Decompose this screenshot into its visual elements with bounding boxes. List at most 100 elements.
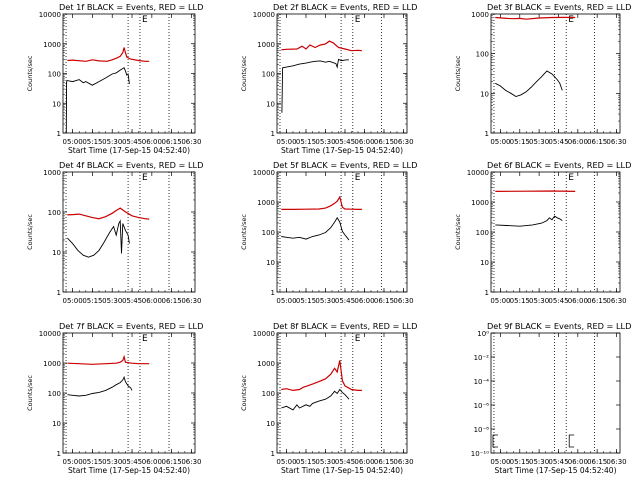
- panel-title: Det 9f BLACK = Events, RED = LLD: [487, 321, 631, 331]
- panel-det-8: Det 8f BLACK = Events, RED = LLD 1 10 100 10…: [240, 321, 417, 475]
- series-lld: [495, 16, 576, 20]
- series-events: [495, 70, 563, 97]
- x-tick-label: 05:45: [122, 458, 142, 466]
- y-tick-label: 1000: [471, 11, 489, 19]
- x-tick-label: 05:15: [82, 297, 102, 305]
- x-tick-label: 06:15: [374, 138, 394, 146]
- plot-frame: [62, 171, 196, 293]
- x-tick-label: 06:00: [568, 458, 588, 466]
- series-events: [281, 58, 349, 113]
- top-marker: E: [142, 173, 148, 183]
- y-tick-label: 1000: [43, 169, 61, 177]
- y-tick-label: 10000: [39, 330, 61, 338]
- y-tick-label: 10: [266, 420, 275, 428]
- x-axis-label: Start Time (17-Sep-15 04:52:40): [495, 466, 617, 475]
- y-tick-label: 10: [52, 100, 61, 108]
- panel-det-7: Det 7f BLACK = Events, RED = LLD 1 10 100 10…: [26, 321, 203, 475]
- y-axis-label: Counts/sec: [454, 55, 462, 91]
- x-tick-label: 05:00: [490, 458, 510, 466]
- x-tick-label: 06:30: [606, 297, 626, 305]
- x-tick-label: 06:15: [162, 458, 182, 466]
- y-axis-label: Counts/sec: [240, 375, 248, 411]
- plot-frame: [490, 171, 621, 293]
- series-events: [281, 216, 350, 241]
- x-tick-label: 05:30: [102, 458, 122, 466]
- y-axis-label: Counts/sec: [454, 214, 462, 250]
- y-tick-label: 1000: [43, 41, 61, 49]
- x-tick-label: 06:30: [393, 297, 413, 305]
- x-tick-label: 05:15: [82, 458, 102, 466]
- y-tick-label: 10: [52, 420, 61, 428]
- series-events: [65, 67, 130, 134]
- y-tick-label: 10000: [253, 169, 275, 177]
- x-tick-label: 05:30: [315, 138, 335, 146]
- x-tick-label: 05:45: [548, 138, 568, 146]
- x-tick-label: 05:45: [335, 297, 355, 305]
- panel-det-6: Det 6f BLACK = Events, RED = LLD 1 10 100 10…: [454, 160, 631, 305]
- y-tick-label: 1: [57, 130, 61, 138]
- y-tick-label: 1000: [471, 199, 489, 207]
- x-tick-label: 05:00: [63, 138, 83, 146]
- y-tick-label: 100: [48, 209, 61, 217]
- y-tick-label: 10000: [39, 11, 61, 19]
- y-tick-label: 10⁻²: [474, 354, 490, 362]
- y-tick-label: 1: [271, 289, 275, 297]
- panel-det-2: Det 2f BLACK = Events, RED = LLD 1 10 100 10…: [240, 2, 417, 155]
- x-tick-label: 05:45: [122, 297, 142, 305]
- y-tick-label: 10: [266, 100, 275, 108]
- x-axis-label: Start Time (17-Sep-15 04:52:40): [281, 466, 403, 475]
- x-tick-label: 05:15: [82, 138, 102, 146]
- x-tick-label: 05:00: [276, 138, 296, 146]
- series-lld: [67, 207, 150, 220]
- y-axis-label: Counts/sec: [26, 214, 34, 250]
- panel-title: Det 3f BLACK = Events, RED = LLD: [487, 2, 631, 12]
- x-tick-label: 06:30: [393, 138, 413, 146]
- top-marker: E: [142, 334, 148, 344]
- x-tick-label: 05:00: [276, 297, 296, 305]
- plot-frame: [490, 332, 621, 454]
- top-marker: E: [355, 173, 361, 183]
- y-tick-label: 10: [266, 259, 275, 267]
- y-tick-label: 100: [48, 390, 61, 398]
- plot-frame: [490, 13, 621, 134]
- x-tick-label: 05:00: [490, 297, 510, 305]
- x-tick-label: 05:30: [529, 138, 549, 146]
- bracket-mark-left: [492, 434, 498, 448]
- panel-det-9: Det 9f BLACK = Events, RED = LLD 10⁻¹⁰ 10⁻…: [471, 321, 632, 475]
- y-tick-label: 10⁻⁸: [474, 426, 490, 434]
- x-tick-label: 06:00: [142, 458, 162, 466]
- x-tick-label: 06:30: [181, 138, 201, 146]
- panel-title: Det 8f BLACK = Events, RED = LLD: [273, 321, 417, 331]
- x-tick-label: 05:00: [276, 458, 296, 466]
- panel-title: Det 6f BLACK = Events, RED = LLD: [487, 160, 631, 170]
- y-tick-label: 10000: [253, 11, 275, 19]
- x-axis-label: Start Time (17-Sep-15 04:52:40): [68, 466, 190, 475]
- plot-frame: [62, 332, 196, 454]
- x-tick-label: 05:30: [315, 297, 335, 305]
- x-tick-label: 05:15: [510, 297, 530, 305]
- x-tick-label: 05:15: [296, 297, 316, 305]
- x-tick-label: 05:30: [529, 297, 549, 305]
- x-axis-label: Start Time (17-Sep-15 04:52:40): [281, 146, 403, 155]
- y-tick-label: 10⁻⁴: [474, 378, 490, 386]
- x-tick-label: 06:00: [142, 297, 162, 305]
- panel-title: Det 5f BLACK = Events, RED = LLD: [273, 160, 417, 170]
- y-tick-label: 1000: [43, 360, 61, 368]
- bracket-mark-mid: [568, 434, 575, 448]
- y-axis-label: Counts/sec: [240, 55, 248, 91]
- x-tick-label: 06:30: [181, 458, 201, 466]
- y-axis-label: Counts/sec: [26, 375, 34, 411]
- top-marker: E: [355, 15, 361, 25]
- plot-frame: [62, 13, 196, 134]
- y-tick-label: 1: [57, 289, 61, 297]
- y-tick-label: 1: [271, 450, 275, 458]
- top-marker: E: [142, 15, 148, 25]
- x-axis-label: Start Time (17-Sep-15 04:52:40): [68, 146, 190, 155]
- x-tick-label: 06:30: [393, 458, 413, 466]
- x-tick-label: 06:15: [162, 138, 182, 146]
- x-tick-label: 06:15: [374, 297, 394, 305]
- x-tick-label: 05:45: [548, 458, 568, 466]
- x-tick-label: 06:15: [587, 138, 607, 146]
- x-tick-label: 06:00: [568, 138, 588, 146]
